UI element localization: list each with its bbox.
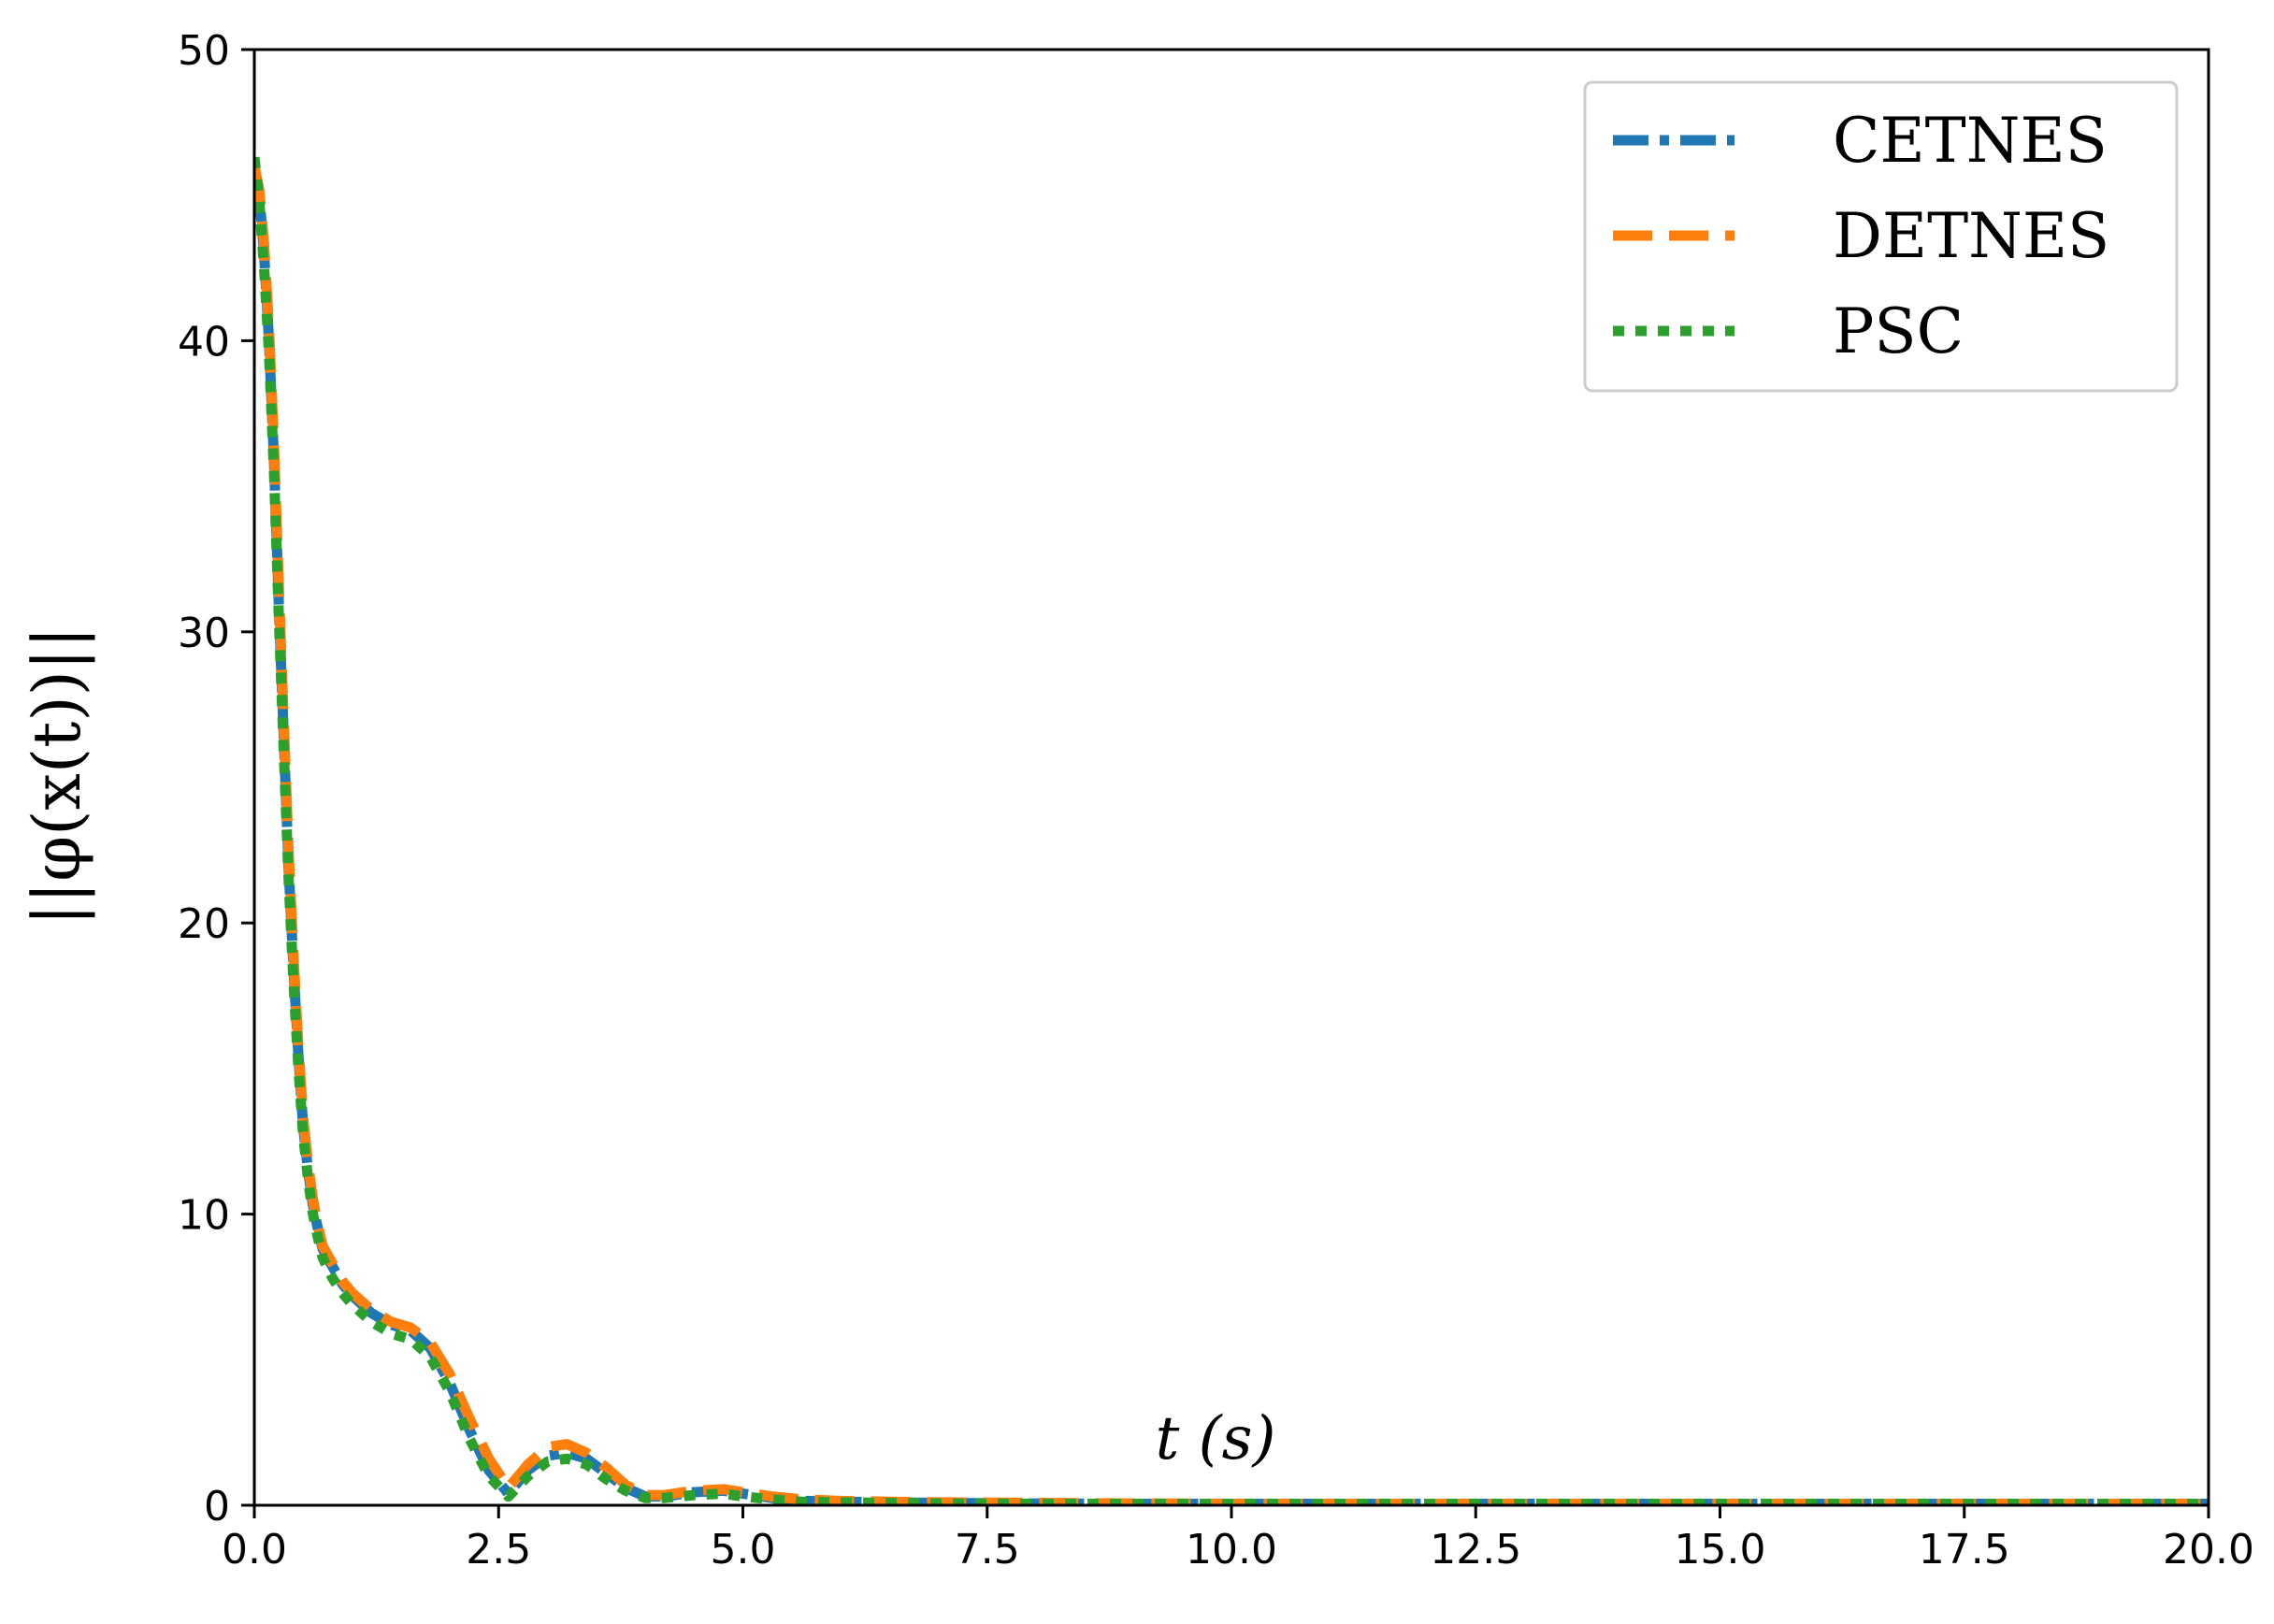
x-tick-label: 7.5 bbox=[955, 1526, 1020, 1574]
y-tick-label: 0 bbox=[204, 1483, 230, 1531]
y-axis-label: ||φ(x(t))|| bbox=[19, 626, 95, 926]
y-tick-label: 40 bbox=[178, 318, 230, 366]
x-tick-label: 20.0 bbox=[2163, 1526, 2254, 1574]
legend-label-psc: PSC bbox=[1833, 295, 1964, 367]
x-axis-label: t (s) bbox=[1156, 1404, 1276, 1473]
series-line-psc bbox=[254, 156, 2209, 1505]
x-tick-label: 10.0 bbox=[1186, 1526, 1277, 1574]
x-tick-label: 5.0 bbox=[711, 1526, 776, 1574]
legend: CETNES DETNES PSC bbox=[1583, 80, 2179, 393]
y-tick-label: 50 bbox=[178, 27, 230, 75]
y-axis: 0 10 20 30 40 50 bbox=[178, 27, 254, 1531]
series-line-detnes bbox=[254, 165, 2209, 1505]
x-tick-label: 12.5 bbox=[1430, 1526, 1521, 1574]
x-axis: 0.0 2.5 5.0 7.5 10.0 12.5 15.0 17.5 20.0 bbox=[222, 1505, 2254, 1574]
legend-label-cetnes: CETNES bbox=[1833, 105, 2108, 177]
legend-label-detnes: DETNES bbox=[1833, 200, 2109, 272]
legend-items: CETNES DETNES PSC bbox=[1613, 105, 2109, 367]
series-layer bbox=[254, 156, 2209, 1505]
x-tick-label: 2.5 bbox=[466, 1526, 531, 1574]
x-tick-label: 17.5 bbox=[1919, 1526, 2010, 1574]
y-tick-label: 30 bbox=[178, 610, 230, 657]
x-tick-label: 15.0 bbox=[1675, 1526, 1766, 1574]
y-tick-label: 20 bbox=[178, 900, 230, 948]
legend-box bbox=[1583, 80, 2179, 393]
y-tick-label: 10 bbox=[178, 1192, 230, 1240]
x-tick-label: 0.0 bbox=[222, 1526, 287, 1574]
